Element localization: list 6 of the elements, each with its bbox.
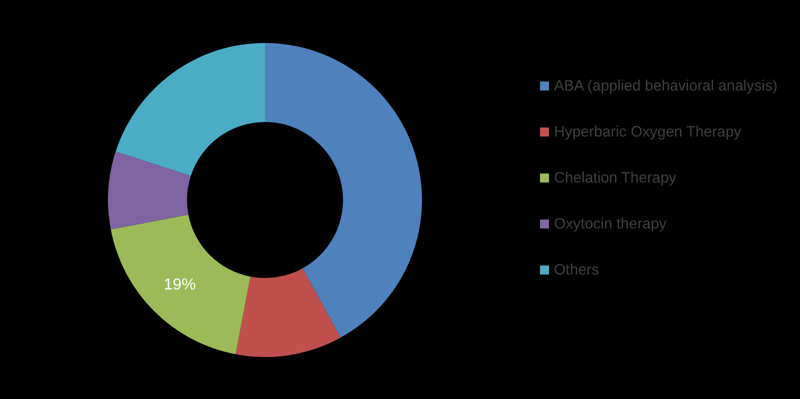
legend-label: Oxytocin therapy <box>554 216 668 232</box>
legend-label: Chelation Therapy <box>554 170 677 186</box>
legend-label: Hyperbaric Oxygen Therapy <box>554 124 742 140</box>
legend-label: ABA (applied behavioral analysis) <box>554 78 778 94</box>
legend-label: Others <box>554 262 600 278</box>
data-label: 19% <box>164 276 196 294</box>
